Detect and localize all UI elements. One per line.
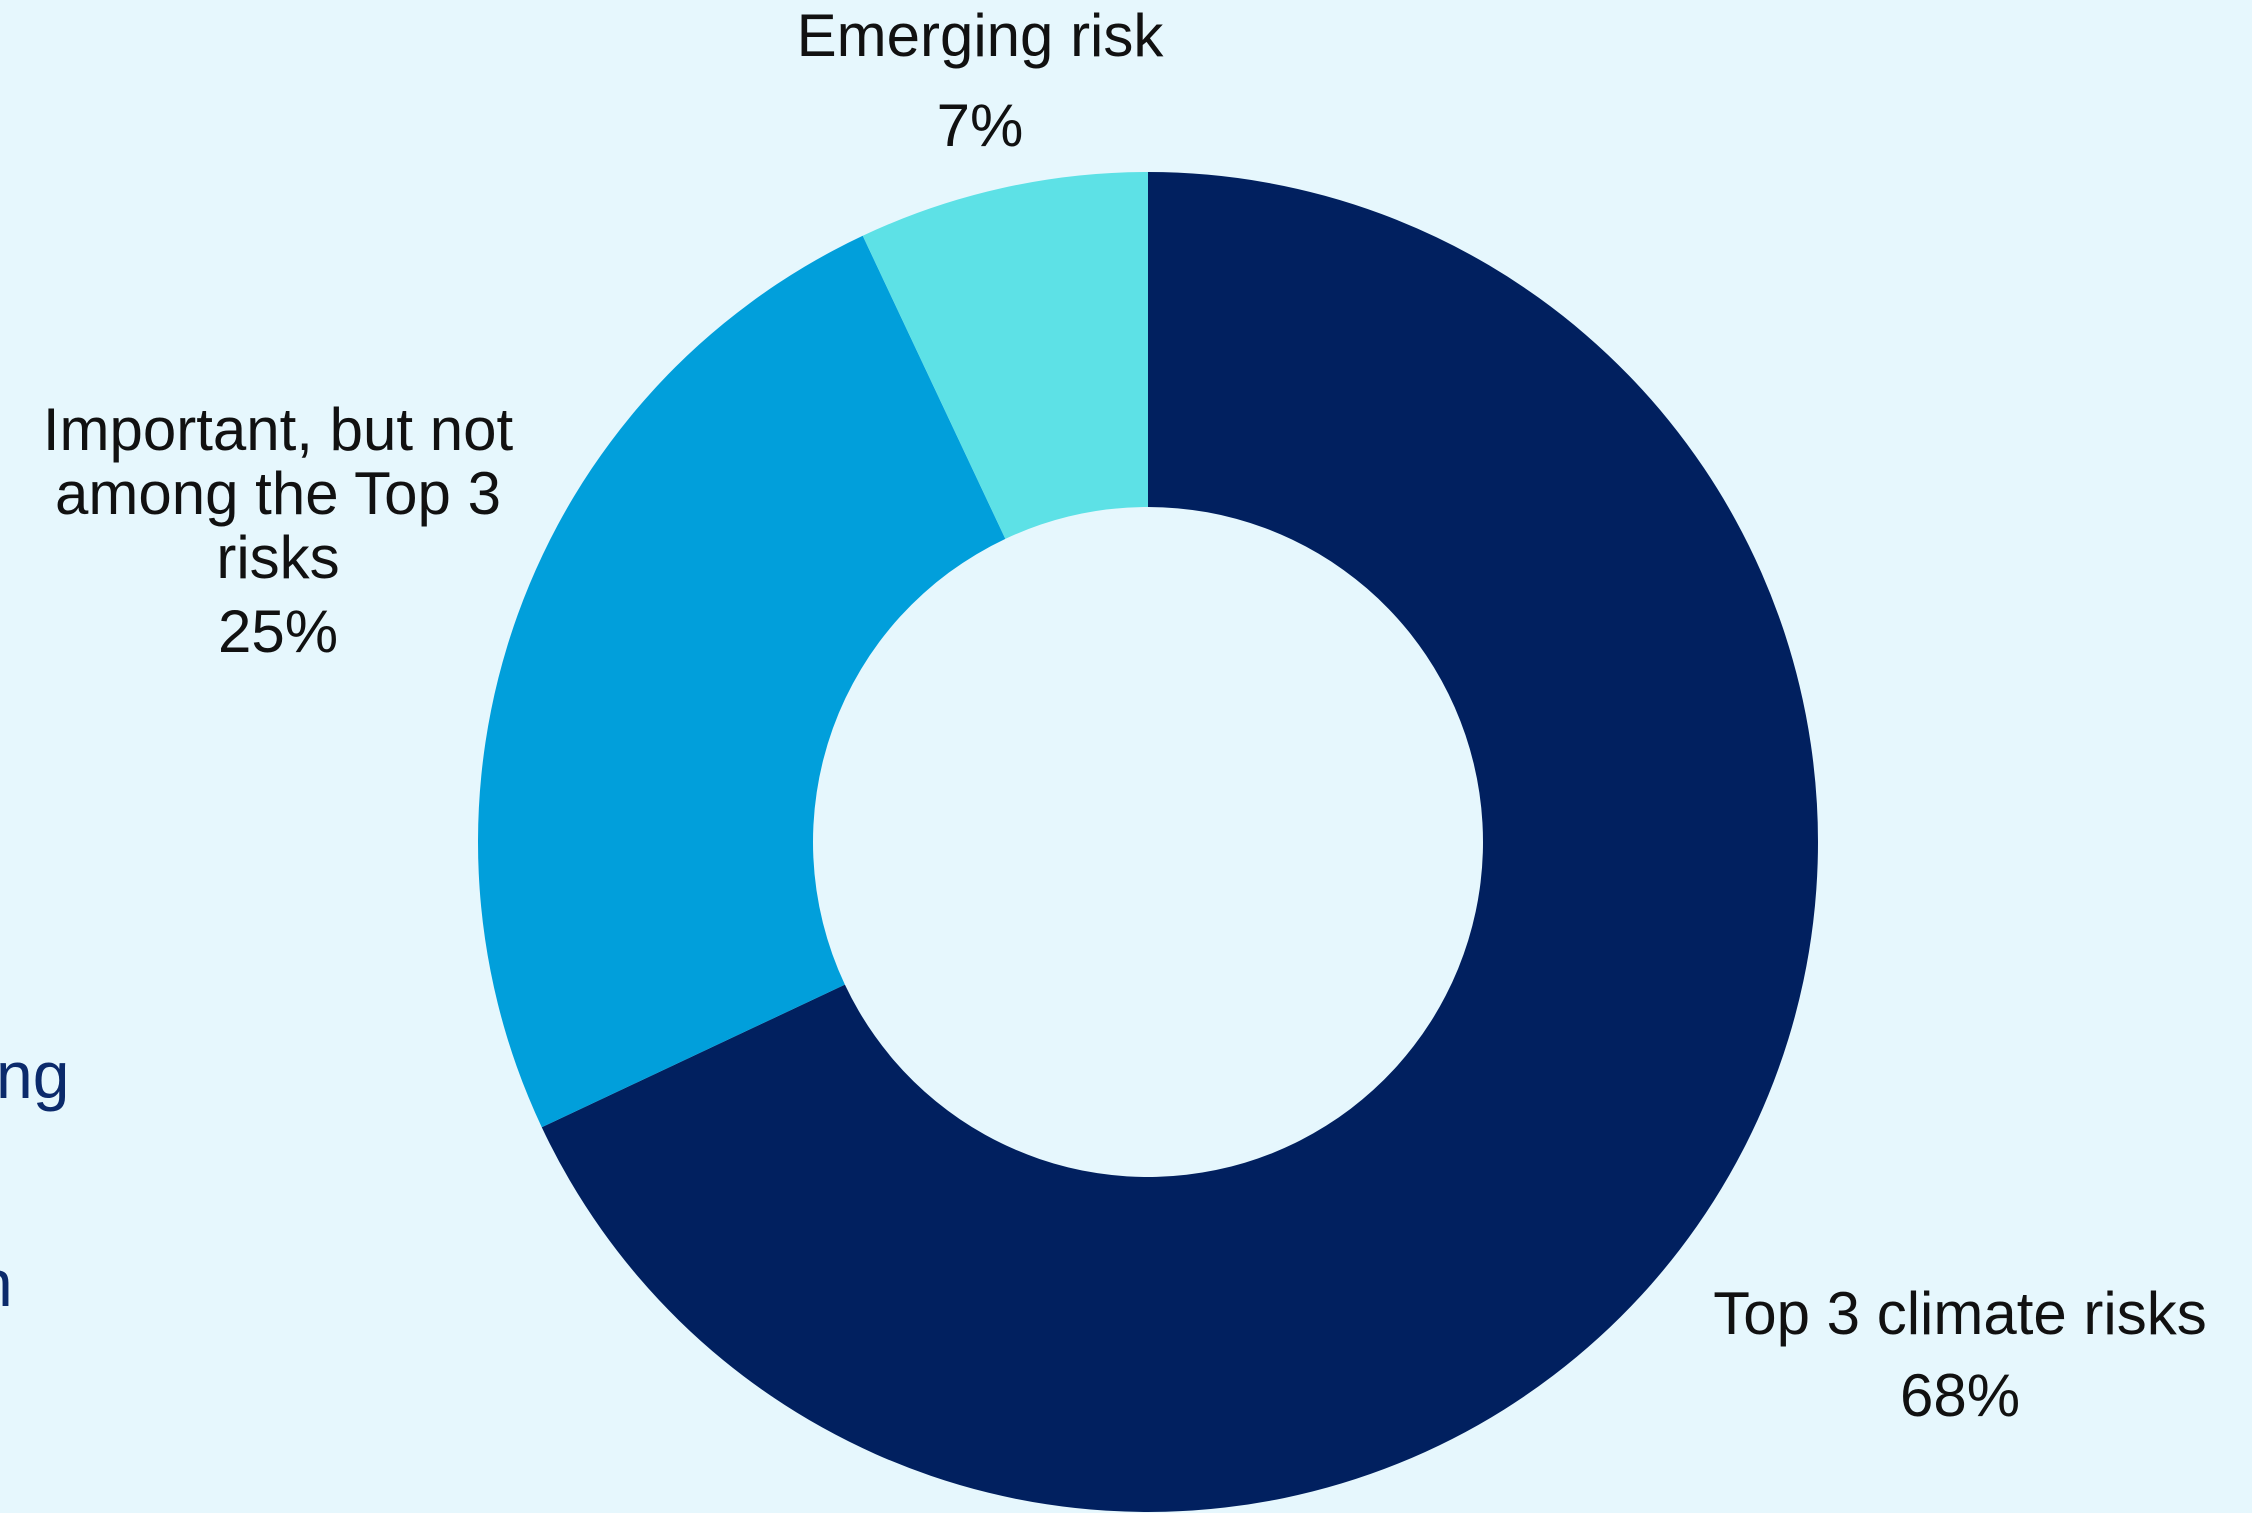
label-emerging-risk: Emerging risk 7% xyxy=(730,4,1230,158)
clipped-text-fragment-1: ng xyxy=(0,1038,70,1112)
label-important-not-top3: Important, but not among the Top 3 risks… xyxy=(18,398,538,664)
donut-slice-important-but-not-among-the-top-3-risks xyxy=(478,235,1006,1128)
label-top3-climate-risks: Top 3 climate risks 68% xyxy=(1690,1282,2230,1428)
donut-slice-emerging-risk xyxy=(862,172,1148,539)
label-top3-name: Top 3 climate risks xyxy=(1713,1280,2207,1347)
label-emerging-name: Emerging risk xyxy=(796,2,1164,69)
label-top3-value: 68% xyxy=(1899,1362,2021,1429)
donut-slice-top-3-climate-risks xyxy=(541,172,1818,1512)
clipped-text-fragment-2: n xyxy=(0,1248,13,1318)
label-emerging-value: 7% xyxy=(936,92,1024,159)
label-important-name: Important, but not among the Top 3 risks xyxy=(42,396,514,591)
label-important-value: 25% xyxy=(217,598,339,665)
